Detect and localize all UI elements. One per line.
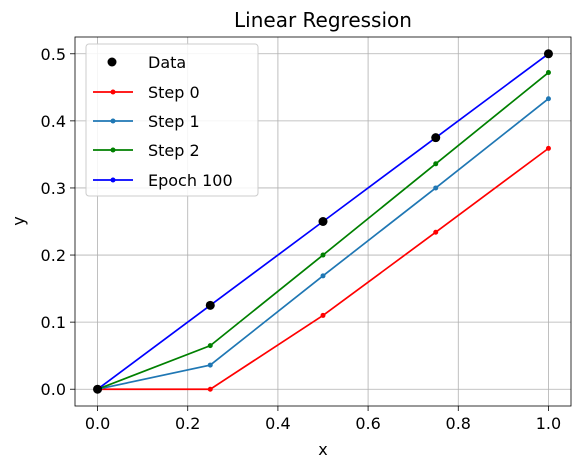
legend-label-data: Data [148, 53, 186, 72]
data-point [205, 300, 215, 310]
axes: 0.0 0.2 0.4 0.6 0.8 1.0 0.0 0.1 0.2 0.3 0.4 0.5 [41, 36, 572, 433]
x-tick-label: 0.4 [265, 414, 290, 433]
y-tick-label: 0.3 [41, 179, 66, 198]
legend-marker-data [107, 57, 117, 67]
x-tick-label: 0.8 [446, 414, 471, 433]
y-tick-label: 0.4 [41, 112, 66, 131]
series-point-2 [433, 161, 439, 167]
series-point-1 [207, 362, 213, 368]
y-tick-label: 0.1 [41, 313, 66, 332]
legend-marker-3 [110, 177, 116, 183]
series-point-0 [320, 312, 326, 318]
legend-label-1: Step 1 [148, 112, 200, 131]
data-point [318, 217, 328, 226]
data-point [431, 133, 441, 143]
legend-label-2: Step 2 [148, 141, 200, 160]
legend-label-3: Epoch 100 [148, 171, 233, 190]
x-axis-label: x [318, 440, 327, 459]
series-point-1 [433, 185, 439, 191]
legend-marker-1 [110, 118, 116, 124]
series-point-1 [545, 96, 551, 102]
series-point-2 [545, 70, 551, 76]
data-point [93, 384, 103, 394]
chart-title: Linear Regression [234, 8, 412, 32]
series-point-1 [320, 273, 326, 279]
series-point-2 [207, 343, 213, 349]
series-point-2 [320, 252, 326, 258]
x-tick-label: 0.0 [85, 414, 110, 433]
legend-label-0: Step 0 [148, 83, 200, 102]
data-point [543, 49, 553, 59]
legend-marker-2 [110, 147, 116, 153]
y-axis-label: y [9, 216, 28, 225]
series-point-0 [207, 386, 213, 392]
y-tick-label: 0.5 [41, 45, 66, 64]
x-tick-label: 0.6 [355, 414, 380, 433]
series-point-0 [545, 145, 551, 151]
y-tick-label: 0.0 [41, 380, 66, 399]
legend-marker-0 [110, 89, 116, 95]
legend-box [85, 43, 259, 197]
x-tick-label: 1.0 [536, 414, 561, 433]
plot-frame [74, 36, 572, 407]
data-points [93, 49, 553, 394]
y-tick-label: 0.2 [41, 246, 66, 265]
legend: Data Step 0 Step 1 Step 2 Epoch 100 [85, 43, 259, 197]
x-tick-label: 0.2 [175, 414, 200, 433]
series-point-0 [433, 229, 439, 235]
